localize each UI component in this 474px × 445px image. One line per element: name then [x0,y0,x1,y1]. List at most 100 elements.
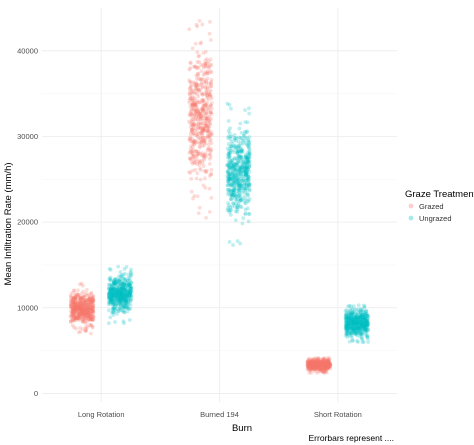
data-point-grazed [70,300,74,305]
data-point-grazed [80,295,85,300]
data-point-grazed [202,80,207,85]
data-point-ungrazed [127,282,131,287]
data-point-grazed [307,364,312,369]
data-point-grazed [323,364,328,369]
data-point-ungrazed [121,285,126,290]
data-point-grazed [322,364,327,369]
data-point-ungrazed [128,286,133,290]
data-point-grazed [326,358,330,363]
data-point-ungrazed [245,206,250,211]
data-point-ungrazed [233,218,238,223]
data-point-ungrazed [107,267,112,271]
data-point-grazed [309,362,314,367]
data-point-grazed [307,361,312,365]
data-point-grazed [208,110,213,115]
data-point-ungrazed [128,291,133,295]
data-point-grazed [206,129,210,134]
data-point-grazed [81,312,86,317]
data-point-ungrazed [110,293,115,298]
data-point-grazed [194,140,198,145]
data-point-grazed [316,366,321,371]
data-point-ungrazed [117,285,121,290]
data-point-grazed [310,357,315,362]
data-point-grazed [325,365,330,370]
data-point-grazed [196,123,200,128]
data-point-grazed [196,114,201,119]
data-point-grazed [70,309,75,314]
data-point-grazed [70,312,75,317]
data-point-grazed [327,362,332,367]
data-point-grazed [82,307,87,312]
data-point-ungrazed [107,291,111,296]
data-point-grazed [326,364,331,369]
data-point-grazed [324,365,329,370]
data-point-grazed [191,196,195,201]
data-point-grazed [326,361,331,365]
data-point-grazed [86,316,90,321]
data-point-grazed [70,311,75,316]
data-point-grazed [315,359,320,364]
data-point-grazed [69,309,73,314]
data-point-grazed [315,358,320,362]
data-point-grazed [73,306,78,311]
data-point-grazed [193,154,198,159]
data-point-grazed [189,128,194,133]
data-point-grazed [205,95,210,100]
data-point-ungrazed [110,310,115,315]
data-point-grazed [205,129,209,134]
data-point-grazed [77,311,82,316]
data-point-grazed [87,311,92,315]
data-point-ungrazed [121,319,126,324]
data-point-grazed [307,360,311,365]
data-point-grazed [319,366,324,371]
data-point-ungrazed [240,221,245,226]
data-point-grazed [191,107,196,112]
data-point-grazed [307,365,311,369]
data-point-grazed [309,365,314,370]
data-point-grazed [88,297,93,302]
data-point-ungrazed [122,321,126,326]
data-point-grazed [77,316,82,321]
data-point-ungrazed [121,308,126,313]
data-point-grazed [201,127,206,131]
data-point-grazed [69,310,74,314]
data-point-ungrazed [241,216,246,221]
data-point-ungrazed [125,302,130,307]
data-point-grazed [91,304,95,308]
data-point-grazed [324,363,329,367]
data-point-grazed [189,83,194,88]
data-point-grazed [307,364,312,369]
data-point-grazed [308,361,313,366]
data-point-grazed [320,361,325,366]
data-point-grazed [312,363,317,368]
data-point-grazed [71,296,76,301]
data-point-ungrazed [119,298,124,303]
data-point-grazed [191,100,196,105]
data-point-grazed [312,366,316,371]
data-point-grazed [71,312,76,317]
data-point-grazed [82,310,87,315]
data-point-grazed [89,315,93,320]
data-point-grazed [187,137,192,142]
data-point-grazed [86,306,90,311]
data-point-grazed [309,367,313,372]
data-point-grazed [308,368,313,373]
data-point-grazed [86,317,91,321]
data-point-grazed [318,362,323,367]
data-point-ungrazed [121,293,126,298]
data-point-grazed [91,304,96,308]
data-point-grazed [74,316,79,321]
data-point-grazed [205,116,209,121]
data-point-grazed [328,363,332,368]
data-point-grazed [209,131,214,136]
data-point-grazed [205,71,210,75]
data-point-ungrazed [128,303,133,307]
data-point-ungrazed [359,329,363,333]
data-point-ungrazed [232,150,237,155]
data-point-grazed [318,361,323,366]
data-point-grazed [72,310,77,315]
data-point-grazed [82,312,87,317]
data-point-grazed [72,302,77,307]
data-point-grazed [204,168,209,173]
data-point-grazed [83,294,88,299]
